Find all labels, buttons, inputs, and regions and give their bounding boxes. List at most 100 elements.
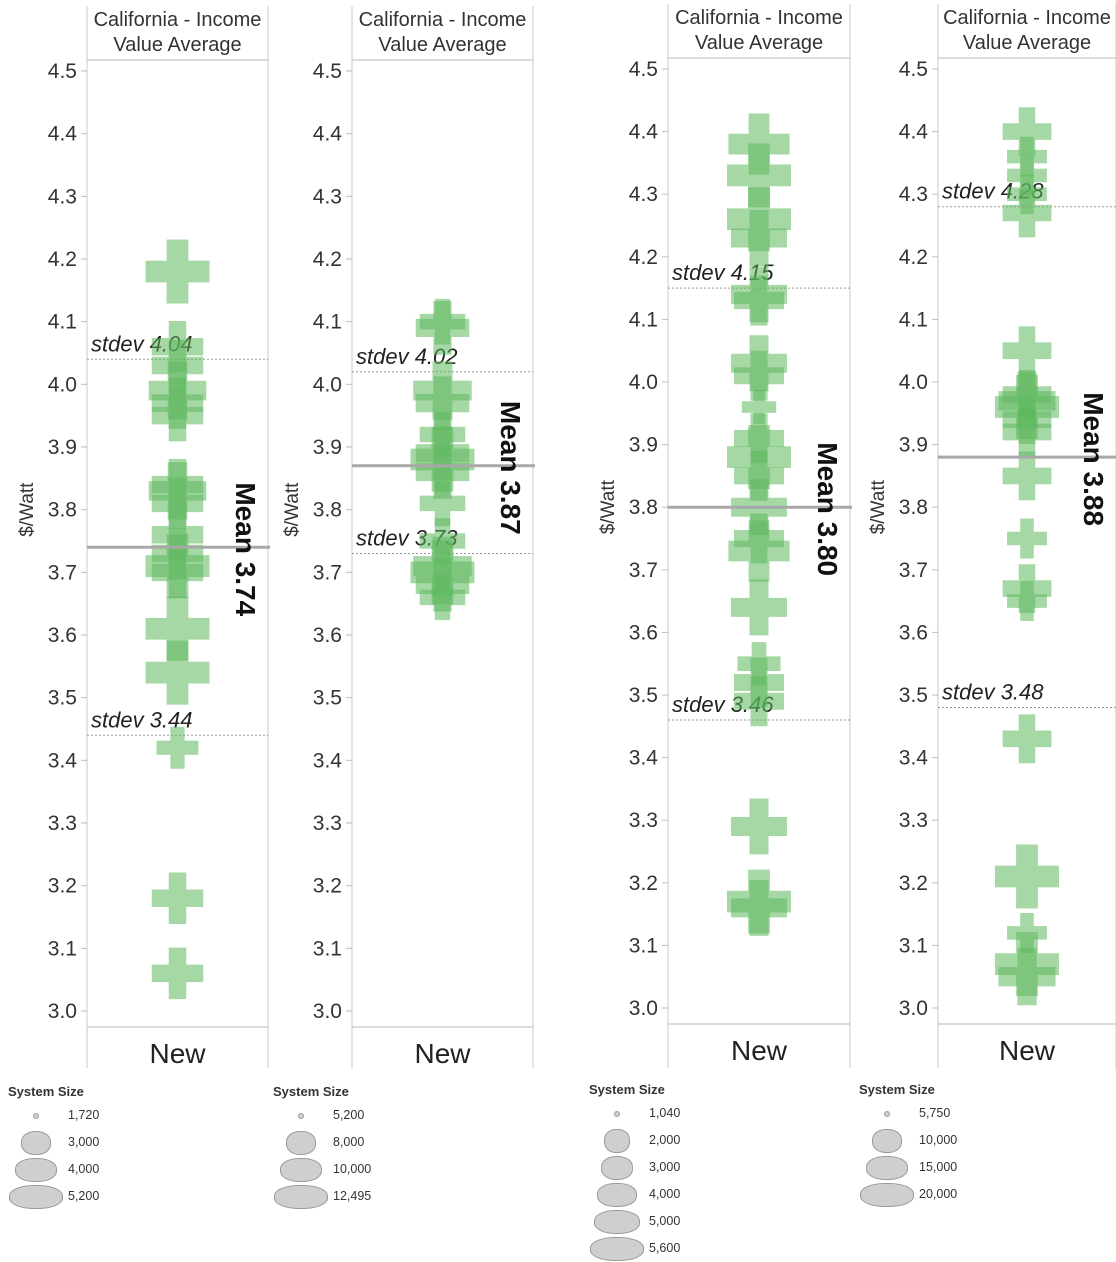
panel-2: California - Income Value Average 3.0 3.1 3.… (282, 6, 535, 1069)
legend-value: 5,000 (649, 1214, 681, 1228)
y-tick-label: 4.4 (899, 121, 929, 144)
y-tick-label: 3.1 (629, 934, 658, 957)
legend-title: System Size (8, 1084, 84, 1099)
y-axis-label: $/Watt (868, 479, 889, 534)
legend-item: 15,000 (859, 1154, 957, 1181)
y-tick-label: 4.2 (313, 248, 342, 271)
data-point (151, 389, 204, 442)
y-tick-label: 3.1 (899, 934, 928, 957)
legend-title: System Size (273, 1084, 349, 1099)
legend-value: 3,000 (68, 1135, 100, 1149)
y-tick-label: 3.4 (48, 749, 78, 772)
legend-value: 5,200 (68, 1189, 100, 1203)
data-point (145, 239, 210, 304)
y-tick-label: 3.4 (629, 747, 659, 770)
legend-item: 2,000 (589, 1127, 680, 1154)
legend-title: System Size (859, 1082, 935, 1097)
y-tick-label: 4.2 (899, 246, 928, 269)
size-swatch-icon (286, 1131, 316, 1155)
data-point (151, 477, 204, 530)
size-swatch-icon (280, 1158, 322, 1182)
legend-item: 5,200 (8, 1183, 99, 1210)
data-point (1002, 188, 1052, 238)
legend-value: 4,000 (649, 1187, 681, 1201)
y-tick-label: 4.2 (629, 246, 658, 269)
size-legend: System Size 1,720 3,000 4,000 5,200 (8, 1084, 99, 1210)
data-point (415, 301, 470, 355)
y-tick-label: 4.2 (48, 248, 77, 271)
legend-value: 5,750 (919, 1106, 951, 1120)
data-point (151, 947, 204, 1000)
data-point (419, 574, 466, 621)
y-tick-label: 4.5 (899, 58, 928, 81)
legend-item: 4,000 (589, 1181, 680, 1208)
data-point (1002, 407, 1052, 457)
panel-header-line: Value Average (378, 34, 506, 56)
data-point (741, 389, 777, 425)
data-point (731, 879, 787, 936)
y-tick-label: 4.5 (629, 58, 658, 81)
data-point (415, 376, 470, 430)
data-point (1007, 581, 1047, 622)
panel-header-line: California - Income (675, 7, 843, 29)
y-tick-label: 4.3 (629, 183, 658, 206)
data-point (995, 844, 1059, 909)
data-point (145, 596, 210, 661)
y-tick-label: 4.5 (313, 60, 342, 83)
size-swatch-icon (600, 1156, 634, 1180)
legend-value: 1,040 (649, 1106, 681, 1120)
legend-item: 10,000 (273, 1156, 371, 1183)
data-point (727, 143, 791, 208)
size-swatch-icon (604, 1129, 630, 1153)
y-tick-label: 4.0 (313, 373, 342, 396)
y-tick-label: 3.6 (48, 624, 77, 647)
data-point (145, 640, 210, 705)
y-tick-label: 3.5 (313, 687, 342, 710)
legend-value: 8,000 (333, 1135, 365, 1149)
y-tick-label: 3.7 (899, 559, 928, 582)
panel-header-line: Value Average (963, 32, 1091, 54)
legend-value: 3,000 (649, 1160, 681, 1174)
size-swatch-icon (33, 1113, 39, 1119)
y-tick-label: 3.6 (313, 624, 342, 647)
legend-item: 10,000 (859, 1127, 957, 1154)
y-tick-label: 4.3 (48, 185, 77, 208)
y-tick-label: 3.0 (629, 997, 658, 1020)
y-tick-label: 3.0 (899, 997, 928, 1020)
legend-value: 20,000 (919, 1187, 958, 1201)
size-swatch-icon (593, 1210, 641, 1234)
panel-3: California - Income Value Average 3.0 3.1 3.… (598, 4, 852, 1068)
data-point (728, 520, 790, 582)
y-tick-label: 4.1 (313, 311, 342, 334)
data-point (419, 480, 466, 527)
data-point (731, 210, 787, 266)
y-tick-label: 3.3 (48, 812, 77, 835)
y-tick-label: 4.1 (629, 308, 658, 331)
y-tick-label: 4.0 (899, 371, 928, 394)
panel-header-line: California - Income (359, 9, 527, 31)
y-axis-label: $/Watt (282, 482, 303, 537)
panel-header-line: California - Income (943, 7, 1111, 29)
y-tick-label: 3.0 (48, 1000, 77, 1023)
legend-item: 5,200 (273, 1102, 364, 1129)
legend-item: 1,720 (8, 1102, 99, 1129)
legend-item: 8,000 (273, 1129, 364, 1156)
size-swatch-icon (872, 1129, 902, 1153)
size-swatch-icon (9, 1185, 63, 1209)
legend-value: 1,720 (68, 1108, 100, 1122)
legend-value: 10,000 (333, 1162, 372, 1176)
y-tick-label: 3.6 (629, 621, 658, 644)
y-tick-label: 4.3 (899, 183, 928, 206)
x-category-label: New (731, 1035, 788, 1066)
panel-header-line: Value Average (113, 34, 241, 56)
legend-item: 3,000 (8, 1129, 99, 1156)
y-tick-label: 3.0 (313, 1000, 342, 1023)
legend-title: System Size (589, 1082, 665, 1097)
y-tick-label: 4.3 (313, 185, 342, 208)
legend-item: 12,495 (273, 1183, 371, 1210)
data-point (156, 726, 199, 769)
y-tick-label: 4.1 (48, 311, 77, 334)
y-tick-label: 3.8 (48, 499, 77, 522)
legend-item: 5,000 (589, 1208, 680, 1235)
data-point (415, 445, 470, 499)
